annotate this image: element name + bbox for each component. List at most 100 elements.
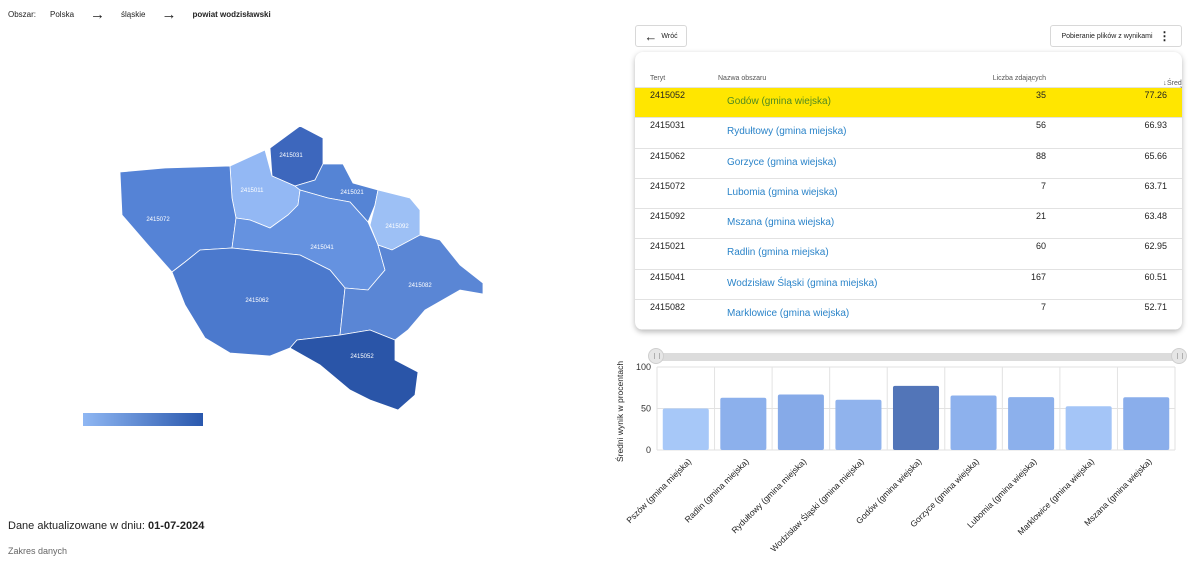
bar[interactable] — [892, 385, 940, 450]
map-region[interactable] — [289, 329, 419, 411]
cell-area-name[interactable]: Gorzyce (gmina wiejska) — [727, 156, 837, 168]
download-results-button[interactable]: Pobieranie plików z wynikami ⋮ — [1050, 25, 1182, 47]
column-header-name[interactable]: Nazwa obszaru — [718, 75, 767, 82]
bar[interactable] — [720, 397, 767, 450]
cell-score: 63.71 — [1144, 180, 1167, 191]
map-region-label: 2415021 — [340, 190, 364, 196]
map-region-label: 2415082 — [408, 283, 432, 289]
column-header-teryt[interactable]: Teryt — [650, 75, 666, 82]
map-region-label: 2415092 — [385, 224, 409, 230]
arrow-right-icon: → — [90, 5, 106, 23]
bar[interactable] — [950, 395, 997, 450]
map-region-label: 2415041 — [310, 245, 334, 251]
table-header: Teryt Nazwa obszaru Liczba zdających ↓ Ś… — [635, 70, 1182, 101]
map-region-label: 2415052 — [350, 354, 374, 360]
breadcrumb: Obszar: Polska → śląskie → powiat wodzis… — [8, 6, 271, 22]
data-updated-info: Dane aktualizowane w dniu: 01-07-2024 — [8, 520, 204, 532]
cell-score: 77.26 — [1144, 90, 1167, 100]
map-region-label: 2415062 — [245, 298, 269, 304]
map-region-label: 2415072 — [146, 217, 170, 223]
data-range-link[interactable]: Zakres danych — [8, 546, 68, 556]
map-region-label: 2415031 — [279, 153, 303, 159]
x-tick-label: Mszana (gmina wiejska) — [1082, 456, 1154, 528]
back-button-label: Wróć — [661, 32, 678, 40]
cell-count: 7 — [1040, 302, 1046, 313]
cell-area-name[interactable]: Wodzisław Śląski (gmina miejska) — [727, 277, 878, 289]
breadcrumb-label: Obszar: — [8, 9, 37, 19]
arrow-left-icon: ← — [644, 28, 658, 44]
map-color-legend — [83, 413, 203, 426]
cell-score: 66.93 — [1144, 120, 1167, 131]
x-tick-label: Pszów (gmina miejska) — [624, 456, 693, 525]
breadcrumb-item-voivodeship[interactable]: śląskie — [121, 9, 146, 19]
breadcrumb-item-county: powiat wodzisławski — [192, 9, 271, 19]
cell-area-name[interactable]: Godów (gmina wiejska) — [727, 96, 831, 107]
cell-teryt: 2415072 — [650, 180, 686, 191]
cell-count: 88 — [1035, 150, 1046, 161]
back-button[interactable]: ← Wróć — [635, 25, 687, 47]
results-table: Teryt Nazwa obszaru Liczba zdających ↓ Ś… — [635, 52, 1182, 330]
column-header-count[interactable]: Liczba zdających — [992, 75, 1046, 82]
cell-teryt: 2415092 — [650, 211, 686, 222]
cell-count: 60 — [1035, 241, 1046, 252]
bar[interactable] — [835, 399, 882, 450]
bar[interactable] — [777, 394, 824, 450]
column-header-score[interactable]: ↓ Średni wynik [%] — [1163, 75, 1182, 101]
cell-count: 167 — [1030, 271, 1046, 282]
cell-score: 65.66 — [1144, 150, 1167, 161]
cell-area-name[interactable]: Mszana (gmina wiejska) — [727, 217, 835, 229]
x-tick-label: Radlin (gmina miejska) — [683, 456, 751, 524]
cell-area-name[interactable]: Lubomia (gmina wiejska) — [727, 186, 838, 198]
cell-teryt: 2415052 — [650, 90, 686, 100]
updated-date: 01-07-2024 — [148, 520, 205, 532]
table-row[interactable]: 2415031 Rydułtowy (gmina miejska) 56 66.93 — [635, 118, 1182, 149]
cell-area-name[interactable]: Marklowice (gmina wiejska) — [727, 308, 850, 320]
cell-count: 7 — [1040, 180, 1046, 191]
table-body: 2415052 Godów (gmina wiejska) 35 77.26 24150… — [635, 88, 1182, 330]
bar[interactable] — [1065, 406, 1112, 450]
map-region[interactable] — [339, 234, 484, 341]
x-tick-label: Wodzisław Śląski (gmina miejska) — [768, 456, 866, 554]
cell-teryt: 2415031 — [650, 120, 686, 131]
table-row[interactable]: 2415052 Godów (gmina wiejska) 35 77.26 — [635, 88, 1182, 119]
table-row[interactable]: 2415072 Lubomia (gmina wiejska) 7 63.71 — [635, 179, 1182, 210]
breadcrumb-item-country[interactable]: Polska — [50, 9, 75, 19]
cell-score: 63.48 — [1144, 211, 1167, 222]
cell-area-name[interactable]: Radlin (gmina miejska) — [727, 247, 829, 259]
sort-descending-icon: ↓ — [1163, 80, 1167, 87]
cell-count: 35 — [1035, 90, 1046, 100]
download-button-label: Pobieranie plików z wynikami — [1061, 32, 1153, 40]
map-region-label: 2415011 — [241, 188, 265, 194]
cell-teryt: 2415021 — [650, 241, 686, 252]
table-row[interactable]: 2415062 Gorzyce (gmina wiejska) 88 65.66 — [635, 149, 1182, 179]
cell-count: 56 — [1035, 120, 1046, 131]
table-row[interactable]: 2415092 Mszana (gmina wiejska) 21 63.48 — [635, 209, 1182, 240]
cell-score: 60.51 — [1144, 271, 1167, 282]
y-tick-label: 0 — [646, 445, 651, 455]
slider-handle-right[interactable] — [1171, 348, 1187, 364]
cell-teryt: 2415041 — [650, 271, 686, 282]
bar[interactable] — [662, 408, 709, 451]
chart-range-slider[interactable] — [653, 353, 1180, 361]
arrow-right-icon: → — [161, 5, 177, 23]
slider-handle-left[interactable] — [648, 348, 664, 364]
table-row[interactable]: 2415082 Marklowice (gmina wiejska) 7 52.71 — [635, 300, 1182, 330]
x-tick-label: Godów (gmina wiejska) — [854, 456, 924, 526]
cell-teryt: 2415062 — [650, 150, 686, 161]
y-tick-label: 100 — [636, 362, 651, 372]
more-vertical-icon: ⋮ — [1158, 29, 1171, 43]
cell-score: 52.71 — [1144, 302, 1167, 313]
bar[interactable] — [1123, 397, 1170, 450]
cell-area-name[interactable]: Rydułtowy (gmina miejska) — [727, 126, 847, 138]
y-axis-label: Średni wynik w procentach — [614, 361, 625, 462]
y-tick-label: 50 — [641, 404, 651, 414]
table-row[interactable]: 2415041 Wodzisław Śląski (gmina miejska) 1… — [635, 270, 1182, 301]
county-map: 2415031 2415011 2415021 2415072 2415092 24150… — [119, 125, 484, 411]
table-row[interactable]: 2415021 Radlin (gmina miejska) 60 62.95 — [635, 239, 1182, 270]
updated-label: Dane aktualizowane w dniu: — [8, 520, 145, 532]
cell-teryt: 2415082 — [650, 302, 686, 313]
cell-count: 21 — [1035, 211, 1046, 222]
bar[interactable] — [1008, 397, 1055, 450]
